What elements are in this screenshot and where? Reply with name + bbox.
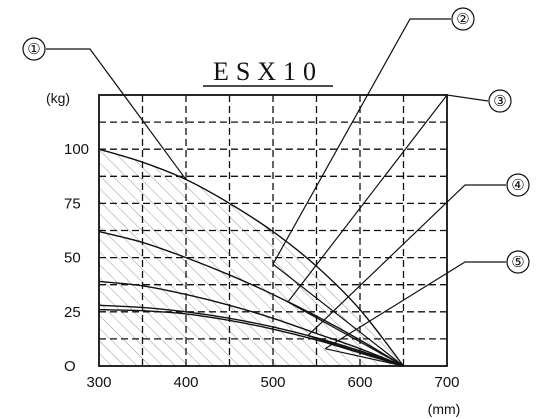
series-curve-5 <box>98 308 404 367</box>
y-axis-unit: (kg) <box>46 90 70 106</box>
x-tick-label: 300 <box>86 374 111 391</box>
series-curve-1 <box>98 148 405 367</box>
callout-leader-4 <box>307 184 506 337</box>
series-curve-3 <box>98 280 404 367</box>
chart-title: ESX10 <box>213 57 323 86</box>
callout-label-4: ④ <box>511 177 524 194</box>
radial-line-1 <box>272 263 404 367</box>
callout-layer: ① ② ③ ④ ⑤ <box>22 7 530 350</box>
series-curve-2 <box>98 230 404 367</box>
x-tick-label: 400 <box>173 374 198 391</box>
callout-leader-1 <box>46 48 187 180</box>
callout-label-3: ③ <box>493 93 506 110</box>
callout-circle-5 <box>506 250 530 274</box>
y-tick-label: O <box>64 358 76 375</box>
radial-line-4 <box>325 348 404 367</box>
callout-leader-3 <box>288 94 489 302</box>
callout-circle-2 <box>451 7 475 31</box>
callout-leader-5 <box>324 261 506 350</box>
axis-labels-layer: 300 400 500 600 700 O 25 50 75 100 <box>64 141 460 391</box>
shaded-safe-zone <box>99 149 404 366</box>
callout-circle-3 <box>488 89 512 113</box>
y-tick-label: 25 <box>64 304 81 321</box>
radial-line-2 <box>285 300 404 367</box>
callout-circle-4 <box>506 173 530 197</box>
callout-label-1: ① <box>27 41 40 58</box>
shaded-region-layer <box>99 149 404 366</box>
y-tick-label: 50 <box>64 250 81 267</box>
curve-layer <box>98 148 405 367</box>
radial-line-3 <box>307 335 404 367</box>
y-tick-label: 75 <box>64 195 81 212</box>
callout-leader-2 <box>272 18 451 265</box>
x-tick-label: 600 <box>347 374 372 391</box>
x-tick-label: 700 <box>434 374 459 391</box>
x-axis-unit: (mm) <box>428 401 461 417</box>
y-tick-label: 100 <box>64 141 89 158</box>
series-curve-4 <box>98 304 404 367</box>
radial-line-layer <box>272 263 404 367</box>
x-tick-label: 500 <box>260 374 285 391</box>
callout-label-5: ⑤ <box>511 254 524 271</box>
plot-frame <box>98 94 448 367</box>
callout-label-2: ② <box>456 11 469 28</box>
callout-circle-1 <box>22 37 46 61</box>
